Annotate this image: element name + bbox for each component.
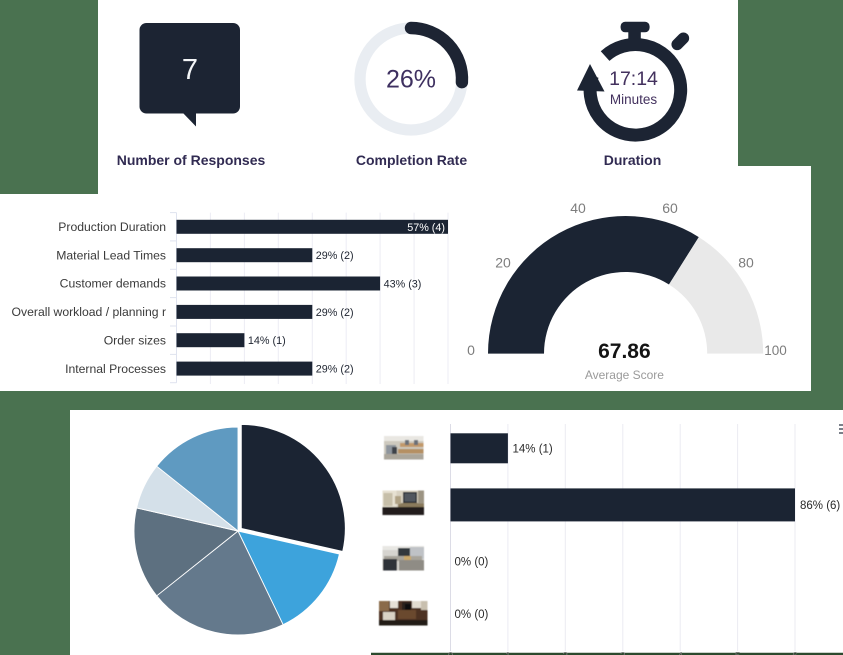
svg-text:7: 7 bbox=[182, 54, 198, 86]
svg-text:0: 0 bbox=[467, 342, 475, 358]
svg-text:26%: 26% bbox=[386, 66, 436, 94]
svg-text:Overall workload / planning r: Overall workload / planning r bbox=[12, 305, 166, 319]
svg-text:57% (4): 57% (4) bbox=[407, 222, 445, 234]
svg-text:Internal Processes: Internal Processes bbox=[65, 362, 166, 376]
svg-text:60: 60 bbox=[662, 200, 678, 216]
svg-text:Material Lead Times: Material Lead Times bbox=[56, 248, 166, 262]
svg-text:14% (1): 14% (1) bbox=[513, 444, 553, 456]
svg-text:17:14: 17:14 bbox=[609, 68, 658, 90]
svg-text:29% (2): 29% (2) bbox=[316, 307, 354, 319]
svg-text:29% (2): 29% (2) bbox=[316, 364, 354, 376]
svg-text:5: 5 bbox=[735, 651, 741, 655]
svg-text:2: 2 bbox=[563, 651, 569, 655]
svg-text:29% (2): 29% (2) bbox=[316, 250, 354, 262]
svg-text:14% (1): 14% (1) bbox=[248, 335, 286, 347]
svg-text:80: 80 bbox=[738, 255, 754, 271]
svg-text:Order sizes: Order sizes bbox=[104, 333, 166, 347]
svg-text:Average Score: Average Score bbox=[585, 368, 664, 382]
svg-text:43% (3): 43% (3) bbox=[384, 279, 422, 291]
svg-text:0% (0): 0% (0) bbox=[455, 557, 489, 569]
svg-text:Duration: Duration bbox=[604, 152, 662, 168]
svg-text:86% (6): 86% (6) bbox=[800, 500, 840, 512]
svg-text:Completion Rate: Completion Rate bbox=[356, 152, 467, 168]
svg-text:0% (0): 0% (0) bbox=[455, 609, 489, 621]
svg-text:100: 100 bbox=[764, 343, 787, 358]
svg-text:Production Duration: Production Duration bbox=[58, 220, 166, 234]
svg-text:Minutes: Minutes bbox=[610, 92, 658, 107]
svg-text:4: 4 bbox=[677, 651, 683, 655]
svg-text:6: 6 bbox=[792, 651, 798, 655]
svg-text:20: 20 bbox=[495, 255, 511, 271]
svg-text:Customer demands: Customer demands bbox=[60, 277, 166, 291]
svg-text:40: 40 bbox=[570, 200, 586, 216]
svg-text:0: 0 bbox=[448, 651, 454, 655]
svg-text:3: 3 bbox=[620, 651, 626, 655]
svg-text:67.86: 67.86 bbox=[598, 340, 651, 363]
svg-text:Number of Responses: Number of Responses bbox=[117, 152, 266, 168]
svg-text:1: 1 bbox=[505, 651, 511, 655]
